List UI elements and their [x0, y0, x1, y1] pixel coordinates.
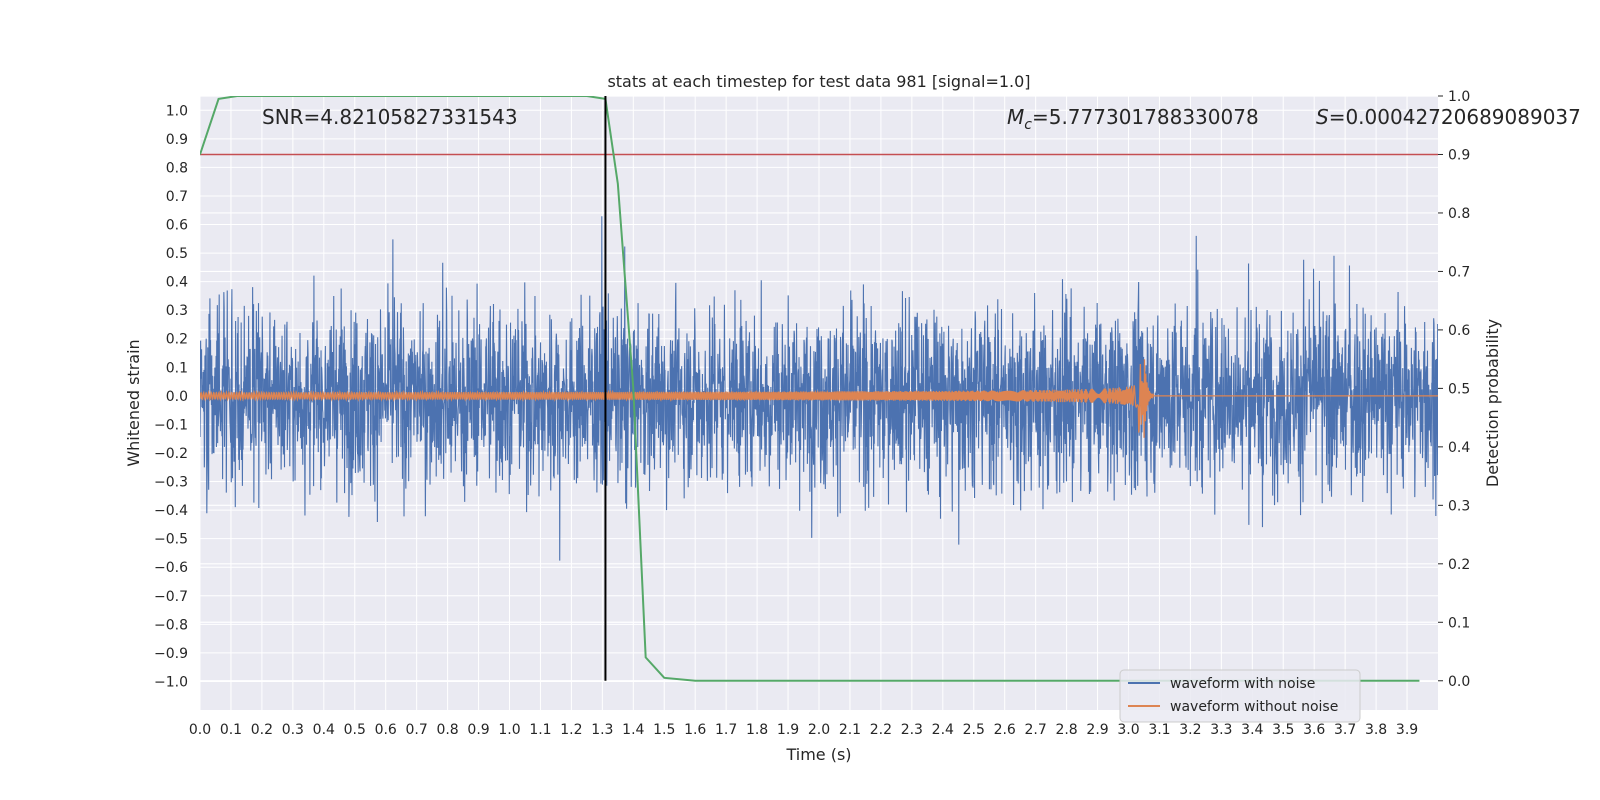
s-symbol: S	[1316, 105, 1329, 129]
x-tick-label: 2.8	[1055, 722, 1077, 738]
x-tick-label: 0.6	[375, 722, 397, 738]
chirp-mass-annotation: Mc=5.777301788330078	[1007, 105, 1259, 133]
x-tick-label: 0.0	[189, 722, 211, 738]
x-tick-label: 1.5	[653, 722, 675, 738]
x-tick-label: 1.3	[591, 722, 613, 738]
x-tick-label: 2.3	[901, 722, 923, 738]
y-right-tick-label: 0.3	[1448, 498, 1470, 514]
x-tick-label: 2.6	[994, 722, 1016, 738]
y-right-tick-label: 0.6	[1448, 323, 1470, 339]
x-tick-label: 3.5	[1272, 722, 1294, 738]
y-right-tick-label: 0.4	[1448, 440, 1470, 456]
y-left-axis-ticks: 1.0 0.9 0.8 0.7 0.6 0.5 0.4 0.3 0.2 0.1 0.0 −0.1 −0.…	[154, 103, 188, 690]
snr-annotation: SNR=4.82105827331543	[262, 105, 518, 129]
x-tick-label: 3.4	[1241, 722, 1263, 738]
legend: waveform with noise waveform without noi…	[1119, 669, 1361, 723]
x-axis-label: Time (s)	[785, 745, 851, 764]
x-tick-label: 1.8	[746, 722, 768, 738]
y-left-axis-label: Whitened strain	[124, 339, 143, 466]
x-tick-label: 2.1	[839, 722, 861, 738]
y-right-tick-label: 0.0	[1448, 674, 1470, 690]
x-tick-label: 3.3	[1210, 722, 1232, 738]
y-left-tick-label: 0.3	[166, 303, 188, 319]
y-left-tick-label: −0.5	[154, 532, 188, 548]
y-left-tick-label: −0.8	[154, 617, 188, 633]
s-value: =0.00042720689089037	[1329, 105, 1581, 129]
y-left-tick-label: 0.4	[166, 275, 188, 291]
x-tick-label: 3.1	[1148, 722, 1170, 738]
x-tick-label: 3.7	[1334, 722, 1356, 738]
chirp-mass-subscript: c	[1024, 117, 1032, 133]
y-left-tick-label: 0.7	[166, 189, 188, 205]
x-tick-label: 2.9	[1086, 722, 1108, 738]
x-tick-label: 3.9	[1396, 722, 1418, 738]
x-tick-label: 0.3	[282, 722, 304, 738]
y-left-tick-label: 0.2	[166, 332, 188, 348]
x-tick-label: 2.4	[932, 722, 954, 738]
y-right-tick-label: 0.2	[1448, 557, 1470, 573]
y-right-tick-label: 0.9	[1448, 147, 1470, 163]
y-left-tick-label: 1.0	[166, 103, 188, 119]
y-left-tick-label: −0.7	[154, 589, 188, 605]
x-tick-label: 2.0	[808, 722, 830, 738]
y-right-tick-label: 0.1	[1448, 615, 1470, 631]
y-left-tick-label: 0.0	[166, 389, 188, 405]
x-tick-label: 0.4	[313, 722, 335, 738]
x-tick-label: 2.2	[870, 722, 892, 738]
y-left-tick-label: −0.3	[154, 475, 188, 491]
x-tick-label: 3.8	[1365, 722, 1387, 738]
x-tick-label: 1.6	[684, 722, 706, 738]
y-right-tick-label: 0.8	[1448, 206, 1470, 222]
x-tick-label: 0.2	[251, 722, 273, 738]
y-left-tick-label: 0.8	[166, 160, 188, 176]
x-tick-label: 1.2	[560, 722, 582, 738]
y-left-tick-label: 0.1	[166, 360, 188, 376]
legend-box	[1119, 669, 1361, 723]
x-tick-label: 3.0	[1117, 722, 1139, 738]
y-left-tick-label: −0.6	[154, 560, 188, 576]
x-tick-label: 0.1	[220, 722, 242, 738]
y-right-axis-label: Detection probability	[1483, 319, 1502, 487]
x-tick-label: 0.5	[344, 722, 366, 738]
x-tick-label: 1.0	[498, 722, 520, 738]
s-annotation: S=0.00042720689089037	[1316, 105, 1581, 129]
x-tick-label: 2.5	[963, 722, 985, 738]
x-axis-ticks: 0.0 0.1 0.2 0.3 0.4 0.5 0.6 0.7 0.8 0.9 1.0 1.1 1.2 1…	[189, 722, 1418, 738]
x-tick-label: 1.1	[529, 722, 551, 738]
y-left-tick-label: 0.5	[166, 246, 188, 262]
y-left-tick-label: −0.1	[154, 417, 188, 433]
x-tick-label: 2.7	[1025, 722, 1047, 738]
x-tick-label: 1.7	[715, 722, 737, 738]
chirp-mass-value: =5.777301788330078	[1032, 105, 1259, 129]
y-left-tick-label: 0.9	[166, 132, 188, 148]
x-tick-label: 3.2	[1179, 722, 1201, 738]
legend-label-noise: waveform with noise	[1170, 676, 1315, 692]
y-right-tick-label: 1.0	[1448, 89, 1470, 105]
clean-waveform-line	[200, 359, 1438, 438]
y-right-tick-label: 0.7	[1448, 264, 1470, 280]
detection-probability-line	[200, 96, 1420, 682]
chart-title: stats at each timestep for test data 981…	[607, 72, 1030, 91]
y-left-tick-label: −0.9	[154, 646, 188, 662]
x-tick-label: 1.4	[622, 722, 644, 738]
x-tick-label: 1.9	[777, 722, 799, 738]
y-left-tick-label: −0.4	[154, 503, 188, 519]
y-left-tick-label: −1.0	[154, 674, 188, 690]
chirp-mass-symbol: M	[1007, 105, 1024, 129]
x-tick-label: 3.6	[1303, 722, 1325, 738]
y-right-tick-label: 0.5	[1448, 381, 1470, 397]
series-waveform-without-noise	[200, 359, 1438, 438]
y-left-tick-label: −0.2	[154, 446, 188, 462]
y-right-axis-ticks: 1.0 0.9 0.8 0.7 0.6 0.5 0.4 0.3 0.2 0.1 0.0	[1438, 89, 1470, 690]
y-left-tick-label: 0.6	[166, 218, 188, 234]
x-tick-label: 0.8	[436, 722, 458, 738]
x-tick-label: 0.9	[467, 722, 489, 738]
x-tick-label: 0.7	[406, 722, 428, 738]
legend-label-clean: waveform without noise	[1170, 699, 1338, 715]
